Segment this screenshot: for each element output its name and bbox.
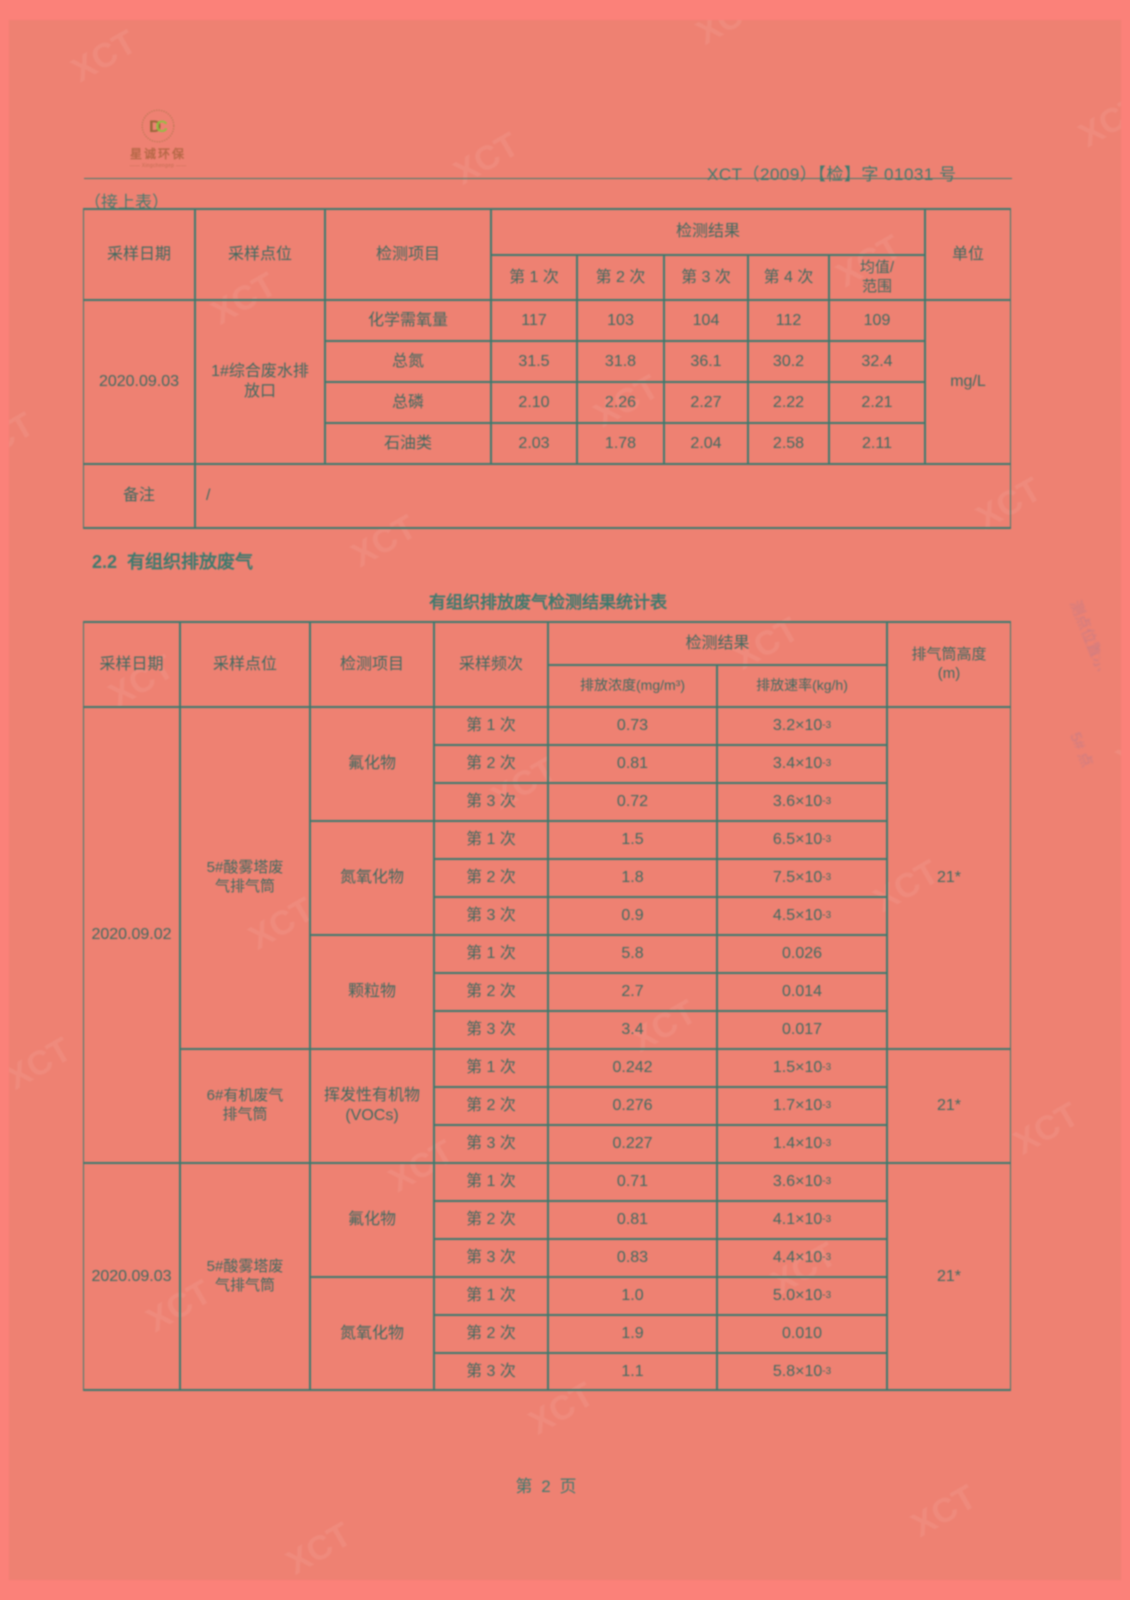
svg-text:C: C	[156, 117, 168, 136]
svg-text:测点位置示: 测点位置示	[1066, 598, 1100, 674]
svg-text:5# 点: 5# 点	[1066, 730, 1095, 770]
